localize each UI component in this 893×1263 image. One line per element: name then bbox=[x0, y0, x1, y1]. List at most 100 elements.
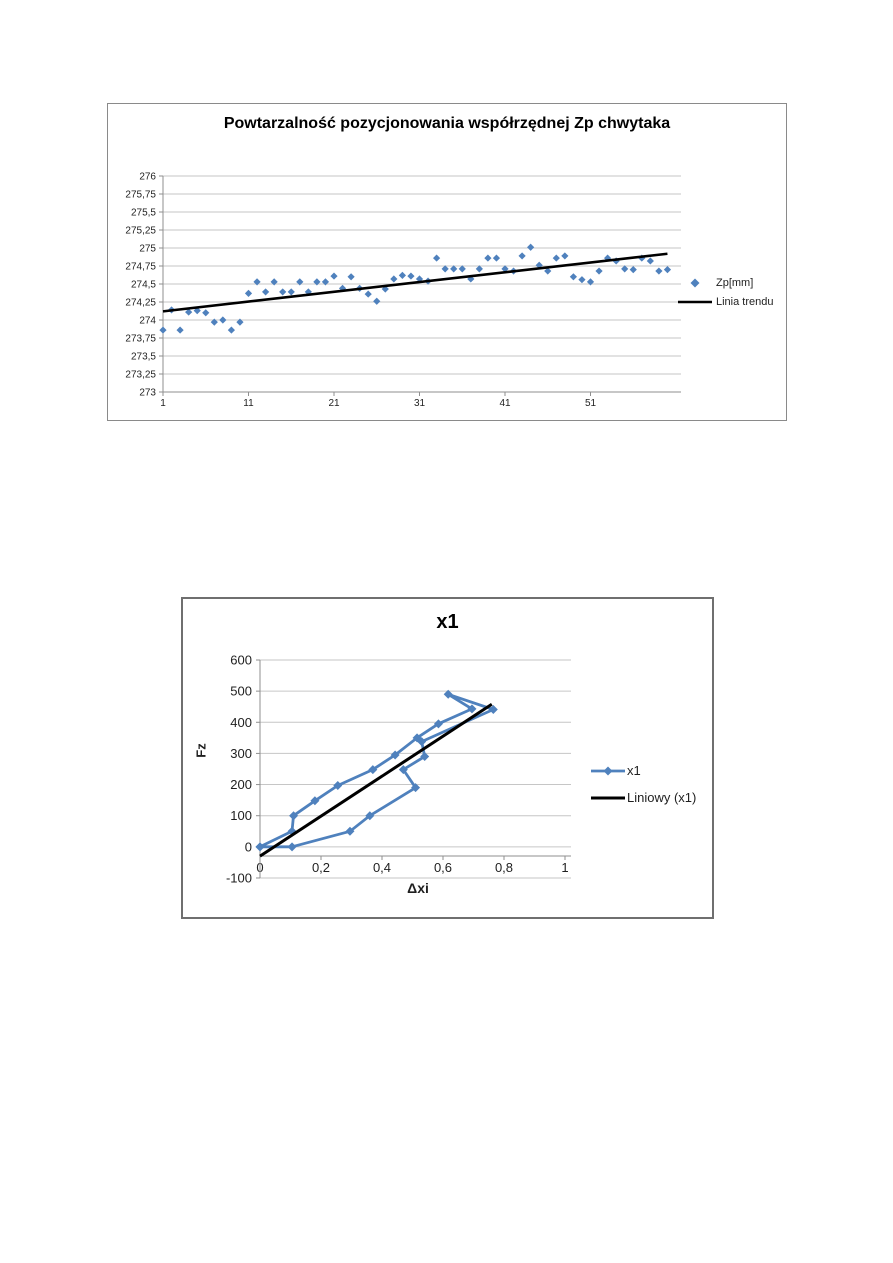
chart1-legend-item-trend: Linia trendu bbox=[678, 292, 774, 311]
data-point-marker bbox=[621, 265, 629, 273]
data-point-marker bbox=[578, 276, 586, 284]
y-tick-label: 274 bbox=[139, 316, 156, 327]
x-tick-label: 21 bbox=[328, 398, 340, 409]
data-point-marker bbox=[501, 265, 509, 273]
data-point-marker bbox=[398, 765, 408, 775]
chart1-legend-label-zp: Zp[mm] bbox=[716, 276, 754, 289]
data-point-marker bbox=[390, 750, 400, 760]
data-point-marker bbox=[310, 796, 320, 806]
data-point-marker bbox=[604, 254, 612, 262]
data-point-marker bbox=[219, 316, 227, 324]
data-point-marker bbox=[518, 252, 526, 260]
chart1-plot-area: 276 275,75 275,5 275,25 275 274,75 274,5 274,25… bbox=[125, 172, 681, 409]
chart2-y-axis-title: Fz bbox=[193, 743, 209, 758]
data-point-marker bbox=[629, 266, 637, 274]
data-point-marker bbox=[527, 243, 535, 251]
chart1-legend-label-trend: Linia trendu bbox=[716, 295, 774, 308]
data-point-marker bbox=[646, 257, 654, 265]
chart1-legend-item-zp: Zp[mm] bbox=[678, 273, 774, 292]
data-point-marker bbox=[373, 297, 381, 305]
y-tick-label: 275,5 bbox=[131, 208, 156, 219]
y-tick-label: 275,75 bbox=[125, 190, 156, 201]
data-point-marker bbox=[368, 765, 378, 775]
x-tick-label: 31 bbox=[414, 398, 426, 409]
x-tick-label: 0,8 bbox=[495, 860, 513, 875]
data-point-marker bbox=[407, 272, 415, 280]
y-tick-label: 500 bbox=[230, 684, 252, 699]
x-tick-label: 1 bbox=[561, 860, 568, 875]
chart1-title: Powtarzalność pozycjonowania współrzędne… bbox=[223, 115, 671, 132]
y-tick-label: 100 bbox=[230, 808, 252, 823]
data-point-marker bbox=[390, 275, 398, 283]
data-point-marker bbox=[417, 737, 427, 747]
trend-line-icon bbox=[591, 795, 625, 801]
data-point-marker bbox=[227, 326, 235, 334]
data-point-marker bbox=[333, 780, 343, 790]
trend-line-icon bbox=[678, 299, 712, 305]
data-point-marker bbox=[262, 288, 270, 296]
data-point-marker bbox=[655, 267, 663, 275]
x-tick-label: 1 bbox=[160, 398, 166, 409]
y-tick-label: -100 bbox=[226, 870, 252, 885]
y-tick-label: 274,5 bbox=[131, 280, 156, 291]
y-tick-label: 274,25 bbox=[125, 298, 156, 309]
y-tick-label: 273,75 bbox=[125, 334, 156, 345]
data-point-marker bbox=[398, 271, 406, 279]
y-tick-label: 274,75 bbox=[125, 262, 156, 273]
x1-series-markers bbox=[255, 689, 498, 852]
data-point-marker bbox=[365, 811, 375, 821]
y-tick-label: 200 bbox=[230, 777, 252, 792]
data-point-marker bbox=[345, 826, 355, 836]
data-point-marker bbox=[279, 288, 287, 296]
x-tick-label: 51 bbox=[585, 398, 597, 409]
diamond-marker-icon bbox=[678, 277, 712, 289]
data-point-marker bbox=[289, 811, 299, 821]
x-tick-label: 0,2 bbox=[312, 860, 330, 875]
y-tick-label: 600 bbox=[230, 653, 252, 668]
chart2-gridlines bbox=[256, 659, 571, 879]
data-point-marker bbox=[450, 265, 458, 273]
chart2-axes bbox=[259, 660, 571, 878]
y-tick-label: 275 bbox=[139, 244, 156, 255]
data-point-marker bbox=[612, 257, 620, 265]
data-point-marker bbox=[458, 265, 466, 273]
chart2-legend-item-liniowy: Liniowy (x1) bbox=[591, 784, 696, 811]
data-point-marker bbox=[433, 254, 441, 262]
chart2-x-axis-title: Δxi bbox=[407, 880, 429, 896]
x-tick-label: 0,4 bbox=[373, 860, 391, 875]
data-point-marker bbox=[159, 326, 167, 334]
chart-powtarzalnosc[interactable]: 276 275,75 275,5 275,25 275 274,75 274,5 274,25… bbox=[107, 103, 787, 421]
chart1-axes bbox=[162, 176, 681, 396]
data-point-marker bbox=[420, 752, 430, 762]
data-point-marker bbox=[411, 783, 421, 793]
x1-series-line bbox=[258, 692, 495, 849]
data-point-marker bbox=[443, 689, 453, 699]
data-point-marker bbox=[364, 290, 372, 298]
data-point-marker bbox=[569, 273, 577, 281]
x-tick-label: 41 bbox=[499, 398, 511, 409]
data-point-marker bbox=[475, 265, 483, 273]
data-point-marker bbox=[441, 265, 449, 273]
y-tick-label: 276 bbox=[139, 172, 156, 183]
y-tick-label: 0 bbox=[245, 839, 252, 854]
data-point-marker bbox=[663, 266, 672, 274]
data-point-marker bbox=[347, 273, 355, 281]
data-point-marker bbox=[287, 826, 297, 836]
data-point-marker bbox=[287, 288, 295, 296]
data-point-marker bbox=[193, 307, 201, 315]
line-with-diamond-icon bbox=[591, 765, 625, 777]
chart1-legend: Zp[mm] Linia trendu bbox=[678, 273, 774, 311]
data-point-marker bbox=[492, 254, 501, 262]
chart1-gridlines bbox=[159, 175, 681, 393]
data-point-marker bbox=[244, 289, 253, 297]
chart2-legend-label-x1: x1 bbox=[627, 763, 641, 778]
y-tick-label: 275,25 bbox=[125, 226, 156, 237]
data-point-marker bbox=[552, 254, 560, 262]
data-point-marker bbox=[488, 705, 498, 715]
trend-line bbox=[162, 252, 668, 313]
chart2-legend-item-x1: x1 bbox=[591, 757, 696, 784]
